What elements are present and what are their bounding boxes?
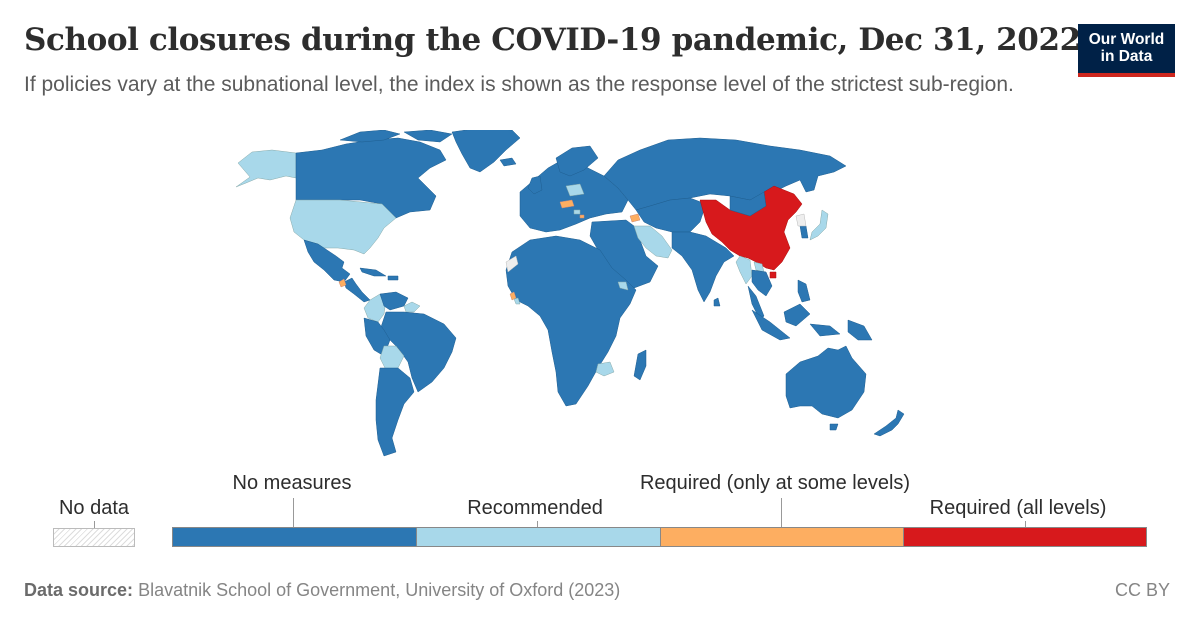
legend-no-data-swatch[interactable] <box>53 528 135 547</box>
legend-label-required-all: Required (all levels) <box>929 497 1107 519</box>
region-iran[interactable] <box>633 225 673 259</box>
region-bosnia[interactable] <box>573 209 581 215</box>
region-japan[interactable] <box>809 209 829 241</box>
legend-bin-required-all[interactable] <box>903 527 1147 547</box>
logo-accent-bar <box>1078 73 1175 77</box>
region-india[interactable] <box>671 231 735 303</box>
region-sri-lanka[interactable] <box>713 297 721 307</box>
region-new-zealand[interactable] <box>873 409 905 437</box>
region-indochina[interactable] <box>751 269 773 297</box>
region-papua[interactable] <box>847 319 873 341</box>
region-greenland[interactable] <box>451 130 521 173</box>
legend-tick-no-measures <box>293 498 294 527</box>
legend-bin-recommended[interactable] <box>416 527 660 547</box>
region-north-korea[interactable] <box>795 213 807 227</box>
legend-no-data-tick <box>94 521 95 528</box>
chart-title: School closures during the COVID-19 pand… <box>24 22 1081 58</box>
region-poland[interactable] <box>565 183 585 197</box>
region-scandinavia[interactable] <box>555 145 599 177</box>
region-guyanas[interactable] <box>403 301 421 313</box>
region-zimbabwe[interactable] <box>595 361 615 377</box>
legend-no-data-label: No data <box>58 497 130 519</box>
region-iceland[interactable] <box>499 157 517 167</box>
region-mexico[interactable] <box>303 239 351 283</box>
region-eritrea[interactable] <box>617 281 629 291</box>
region-hainan[interactable] <box>769 271 777 279</box>
region-australia[interactable] <box>785 345 867 419</box>
region-montenegro[interactable] <box>579 214 585 219</box>
region-southern-cone[interactable] <box>375 367 415 457</box>
region-mongolia[interactable] <box>729 191 767 217</box>
legend-bin-required-some[interactable] <box>660 527 903 547</box>
region-uk[interactable] <box>527 175 543 195</box>
logo-line-2: in Data <box>1100 48 1153 65</box>
region-cuba[interactable] <box>359 267 387 277</box>
legend-label-recommended: Recommended <box>467 497 603 519</box>
region-alaska[interactable] <box>235 149 297 188</box>
region-canada-islands[interactable] <box>339 130 453 143</box>
owid-logo[interactable]: Our World in Data <box>1078 24 1175 77</box>
region-liberia[interactable] <box>513 297 521 305</box>
region-sierra-leone[interactable] <box>509 291 517 301</box>
legend-tick-required-some <box>781 498 782 527</box>
logo-line-1: Our World <box>1088 31 1165 48</box>
legend-label-no-measures: No measures <box>232 472 352 494</box>
data-source: Data source: Blavatnik School of Governm… <box>24 580 620 601</box>
world-map[interactable] <box>160 130 960 470</box>
region-guatemala[interactable] <box>338 278 347 288</box>
region-usa[interactable] <box>289 199 397 255</box>
region-myanmar[interactable] <box>735 255 753 285</box>
region-africa[interactable] <box>505 235 637 407</box>
region-central-america[interactable] <box>343 277 371 303</box>
data-source-text[interactable]: Blavatnik School of Government, Universi… <box>138 580 621 600</box>
region-brazil[interactable] <box>379 311 457 393</box>
region-hispaniola[interactable] <box>387 275 399 281</box>
region-indonesia[interactable] <box>751 303 841 341</box>
legend-bin-no-measures[interactable] <box>172 527 416 547</box>
region-caucasus[interactable] <box>629 213 641 223</box>
legend-label-required-some: Required (only at some levels) <box>639 472 911 494</box>
region-south-korea[interactable] <box>799 225 809 239</box>
region-russia[interactable] <box>603 137 847 211</box>
region-central-asia[interactable] <box>635 197 707 233</box>
chart-subtitle: If policies vary at the subnational leve… <box>24 73 1014 96</box>
license-link[interactable]: CC BY <box>1114 580 1170 600</box>
legend-tick-recommended <box>537 521 538 527</box>
region-philippines[interactable] <box>797 279 811 303</box>
region-austria[interactable] <box>559 199 575 209</box>
region-western-sahara[interactable] <box>505 255 519 273</box>
region-tasmania[interactable] <box>829 423 839 431</box>
data-source-label: Data source: <box>24 580 134 600</box>
region-madagascar[interactable] <box>633 349 647 381</box>
legend-tick-required-all <box>1025 521 1026 527</box>
